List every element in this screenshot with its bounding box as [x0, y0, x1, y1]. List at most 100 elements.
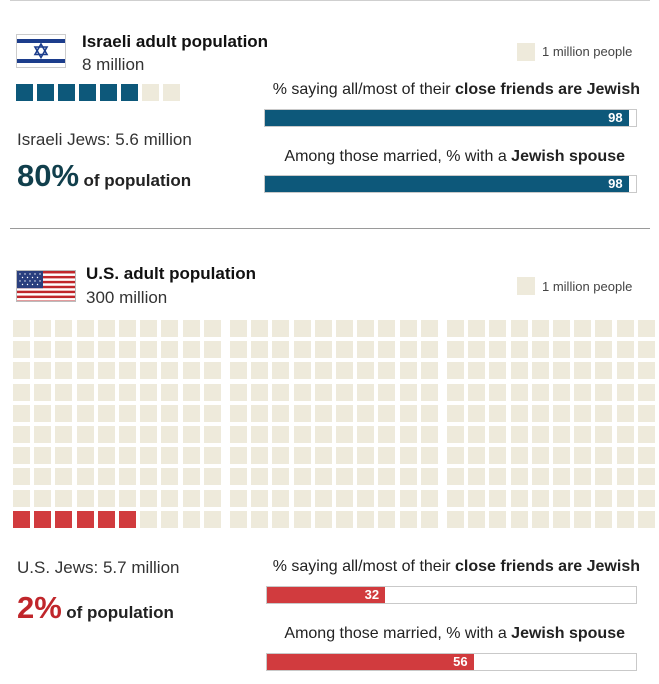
- us-waffle-square: [34, 383, 52, 401]
- us-waffle-square: [140, 320, 158, 337]
- section-divider: [10, 228, 650, 229]
- us-waffle-square: [314, 362, 332, 380]
- us-waffle-square: [203, 468, 221, 486]
- us-waffle-square: [489, 489, 507, 507]
- us-waffle-square: [595, 404, 613, 422]
- israel-waffle-square-jewish: [79, 84, 96, 101]
- us-waffle-square: [378, 383, 396, 401]
- us-waffle-square: [489, 468, 507, 486]
- israel-waffle-square: [163, 84, 180, 101]
- us-waffle-square: [595, 447, 613, 465]
- us-waffle-square: [76, 447, 94, 465]
- us-waffle-square: [203, 383, 221, 401]
- us-waffle-square: [399, 320, 417, 337]
- us-waffle-square-jewish: [34, 510, 52, 528]
- us-waffle-square: [97, 426, 115, 443]
- us-waffle-square: [293, 404, 311, 422]
- us-waffle-square: [314, 383, 332, 401]
- us-waffle-square: [447, 426, 464, 443]
- us-waffle-square: [230, 426, 247, 443]
- us-waffle-square: [182, 341, 200, 359]
- us-waffle-square: [616, 510, 634, 528]
- us-waffle-square: [119, 404, 136, 422]
- us-waffle-square: [447, 341, 464, 359]
- us-waffle-square: [595, 341, 613, 359]
- us-waffle-square: [531, 404, 549, 422]
- us-waffle-square: [97, 447, 115, 465]
- us-waffle-square: [314, 447, 332, 465]
- us-waffle-square: [97, 341, 115, 359]
- us-waffle-square: [119, 320, 136, 337]
- us-legend-swatch: [517, 277, 535, 295]
- us-waffle-square: [272, 489, 290, 507]
- israel-q2-bar-track: 98: [264, 175, 637, 193]
- israel-waffle-square-jewish: [16, 84, 33, 101]
- us-waffle-square: [531, 362, 549, 380]
- israel-legend-label: 1 million people: [542, 44, 633, 59]
- us-waffle-square: [378, 468, 396, 486]
- us-waffle-square: [420, 489, 438, 507]
- us-waffle-square: [119, 447, 136, 465]
- us-waffle-square: [489, 320, 507, 337]
- us-waffle-square: [616, 404, 634, 422]
- us-waffle-square: [468, 404, 486, 422]
- us-waffle-square: [553, 383, 570, 401]
- us-waffle-square: [272, 468, 290, 486]
- us-waffle-square: [203, 320, 221, 337]
- us-waffle-square: [55, 320, 73, 337]
- us-waffle-square: [378, 341, 396, 359]
- us-waffle-square: [203, 426, 221, 443]
- us-waffle-square: [378, 510, 396, 528]
- us-waffle-square: [230, 404, 247, 422]
- us-waffle-square: [336, 320, 353, 337]
- us-waffle-square: [420, 383, 438, 401]
- us-waffle-square: [574, 341, 592, 359]
- us-waffle-square: [13, 489, 30, 507]
- israel-jews-label: Israeli Jews: 5.6 million: [17, 130, 192, 149]
- us-pct-line: 2% of population: [17, 590, 174, 626]
- top-rule: [10, 0, 650, 1]
- us-waffle-square: [55, 447, 73, 465]
- us-waffle-square: [378, 489, 396, 507]
- us-waffle-square: [447, 447, 464, 465]
- us-waffle-square: [637, 362, 655, 380]
- us-waffle-square: [595, 426, 613, 443]
- us-waffle-square: [637, 341, 655, 359]
- us-waffle-square: [637, 383, 655, 401]
- us-waffle-square: [399, 404, 417, 422]
- us-waffle-square: [447, 489, 464, 507]
- us-waffle-square: [272, 426, 290, 443]
- us-waffle-square: [510, 510, 528, 528]
- us-waffle-square: [161, 341, 179, 359]
- us-waffle-square: [510, 383, 528, 401]
- us-waffle-square: [399, 362, 417, 380]
- us-waffle-square: [510, 426, 528, 443]
- us-waffle-square: [595, 383, 613, 401]
- us-waffle-square: [230, 447, 247, 465]
- us-pct-suffix: of population: [66, 603, 174, 622]
- us-waffle-square: [251, 383, 269, 401]
- us-waffle-square-jewish: [97, 510, 115, 528]
- us-waffle-square: [616, 489, 634, 507]
- us-waffle-square: [489, 341, 507, 359]
- us-waffle-square: [13, 426, 30, 443]
- us-waffle-square: [420, 341, 438, 359]
- us-waffle-square: [76, 341, 94, 359]
- us-waffle-square: [293, 341, 311, 359]
- us-waffle-square: [553, 489, 570, 507]
- us-waffle-square: [616, 426, 634, 443]
- israel-q2-bar: 98: [265, 176, 629, 192]
- us-waffle-square: [76, 362, 94, 380]
- us-waffle-square: [510, 447, 528, 465]
- us-waffle-square: [55, 489, 73, 507]
- us-waffle-square: [55, 426, 73, 443]
- us-waffle-square: [97, 468, 115, 486]
- us-waffle-square: [272, 447, 290, 465]
- us-waffle-square: [251, 404, 269, 422]
- us-waffle-square: [553, 426, 570, 443]
- israel-title: Israeli adult population: [82, 32, 269, 51]
- us-waffle-square: [616, 362, 634, 380]
- us-waffle-square: [637, 404, 655, 422]
- us-waffle-square: [595, 468, 613, 486]
- us-waffle-square: [251, 341, 269, 359]
